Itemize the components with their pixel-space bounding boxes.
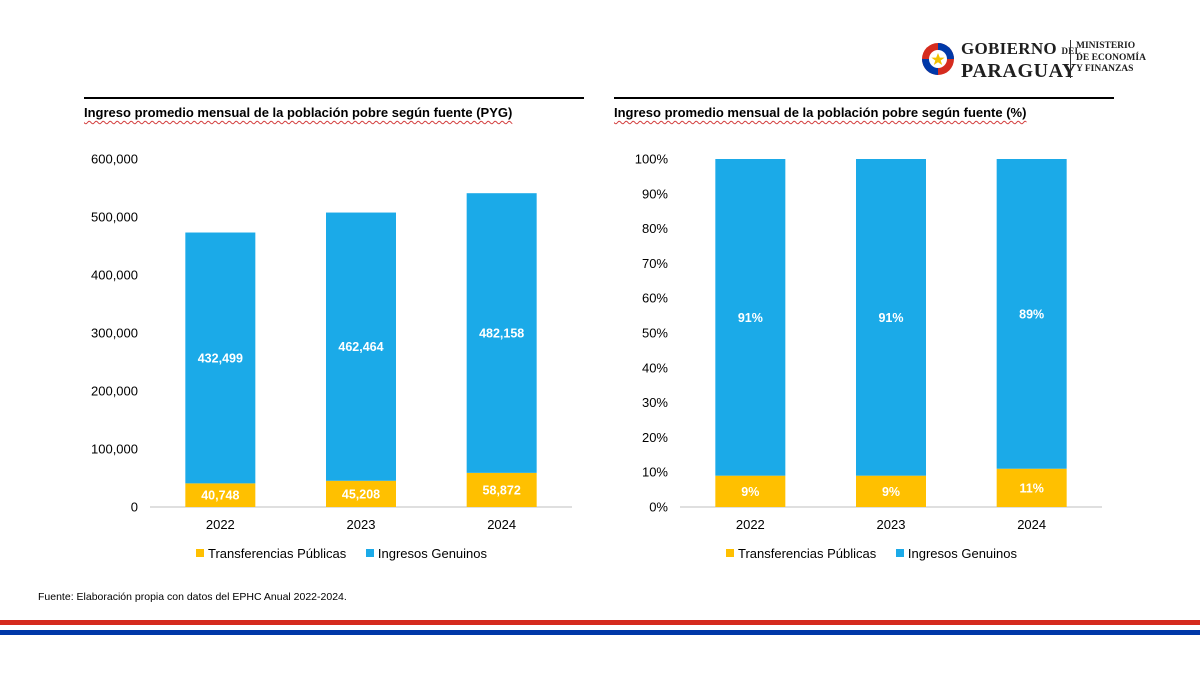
logo-line1: GOBIERNO	[961, 39, 1057, 58]
ministry-name: MINISTERIO DE ECONOMÍA Y FINANZAS	[1076, 41, 1146, 76]
x-tick-label: 2024	[487, 517, 516, 532]
chart-right: 0% 10% 20% 30% 40% 50% 60% 70% 80% 90% 100% 9% 91% 20…	[635, 152, 1102, 532]
logo-line2: PARAGUAY	[961, 60, 1077, 82]
legend-item-genuinos: Ingresos Genuinos	[895, 546, 1017, 561]
gobierno-logo: GOBIERNO DEL PARAGUAY MINISTERIO DE ECON…	[918, 36, 1168, 82]
y-tick-label: 10%	[642, 465, 668, 480]
y-tick-label: 20%	[642, 430, 668, 445]
legend-swatch-genuinos	[365, 549, 374, 557]
bar-segment	[996, 159, 1067, 469]
bar-segment	[856, 159, 926, 476]
y-tick-label: 60%	[642, 291, 668, 306]
data-label: 40,748	[201, 489, 239, 503]
y-tick-label: 100%	[635, 152, 669, 167]
chart-left-legend: Transferencias Públicas Ingresos Genuino…	[196, 546, 503, 561]
y-tick-label: 0%	[649, 500, 668, 515]
chart-right-title: Ingreso promedio mensual de la población…	[614, 105, 1027, 120]
data-label: 9%	[741, 485, 759, 499]
chart-left-title: Ingreso promedio mensual de la población…	[84, 105, 513, 120]
legend-item-genuinos: Ingresos Genuinos	[365, 546, 487, 561]
bar-segment	[326, 212, 396, 481]
x-tick-label: 2022	[206, 517, 235, 532]
bar-segment	[996, 468, 1067, 507]
bar-segment	[715, 475, 786, 507]
source-note: Fuente: Elaboración propia con datos del…	[38, 591, 347, 603]
data-label: 11%	[1019, 481, 1043, 495]
x-tick-label: 2023	[877, 517, 906, 532]
data-label: 432,499	[198, 351, 243, 365]
data-label: 482,158	[479, 327, 524, 341]
ministry-line3: Y FINANZAS	[1076, 64, 1134, 74]
y-tick-label: 500,000	[91, 210, 138, 225]
chart-left: 0 100,000 200,000 300,000 400,000 500,000 600,…	[91, 152, 572, 532]
data-label: 58,872	[483, 483, 521, 497]
y-tick-label: 600,000	[91, 152, 138, 167]
flag-stripe-red	[0, 620, 1200, 625]
y-tick-label: 90%	[642, 186, 668, 201]
y-tick-label: 80%	[642, 221, 668, 236]
y-tick-label: 400,000	[91, 268, 138, 283]
legend-item-transferencias: Transferencias Públicas	[726, 546, 876, 561]
bar-segment	[466, 193, 537, 473]
y-tick-label: 0	[131, 500, 138, 515]
x-tick-label: 2022	[736, 517, 765, 532]
bar-segment	[185, 483, 256, 507]
legend-swatch-transferencias	[726, 549, 734, 557]
legend-label: Ingresos Genuinos	[907, 546, 1017, 561]
y-tick-label: 100,000	[91, 442, 138, 457]
flag-stripe-blue	[0, 630, 1200, 635]
coat-of-arms-icon	[922, 43, 954, 75]
bar-segment	[715, 159, 786, 476]
y-tick-label: 200,000	[91, 384, 138, 399]
y-tick-label: 40%	[642, 360, 668, 375]
y-tick-label: 30%	[642, 395, 668, 410]
ministry-line1: MINISTERIO	[1076, 41, 1136, 51]
legend-label: Transferencias Públicas	[738, 546, 877, 561]
legend-item-transferencias: Transferencias Públicas	[196, 546, 346, 561]
y-tick-label: 300,000	[91, 326, 138, 341]
bar-segment	[326, 480, 396, 507]
bar-segment	[185, 232, 256, 484]
data-label: 89%	[1019, 307, 1044, 321]
logo-separator	[1070, 40, 1071, 78]
y-tick-label: 70%	[642, 256, 668, 271]
data-label: 462,464	[338, 340, 383, 354]
chart-left-top-rule	[84, 97, 584, 99]
x-tick-label: 2024	[1017, 517, 1046, 532]
ministry-line2: DE ECONOMÍA	[1076, 52, 1146, 63]
data-label: 45,208	[342, 487, 380, 501]
legend-label: Ingresos Genuinos	[377, 546, 487, 561]
legend-swatch-transferencias	[196, 549, 204, 557]
chart-right-legend: Transferencias Públicas Ingresos Genuino…	[726, 546, 1033, 561]
x-tick-label: 2023	[347, 517, 376, 532]
flag-stripe-white	[0, 625, 1200, 630]
data-label: 91%	[878, 311, 903, 325]
bar-segment	[856, 475, 926, 507]
legend-swatch-genuinos	[895, 549, 904, 557]
y-tick-label: 50%	[642, 326, 668, 341]
chart-right-top-rule	[614, 97, 1114, 99]
legend-label: Transferencias Públicas	[208, 546, 347, 561]
data-label: 91%	[738, 311, 763, 325]
data-label: 9%	[882, 485, 900, 499]
logo-del: DEL	[1061, 46, 1081, 56]
bar-segment	[466, 472, 537, 507]
